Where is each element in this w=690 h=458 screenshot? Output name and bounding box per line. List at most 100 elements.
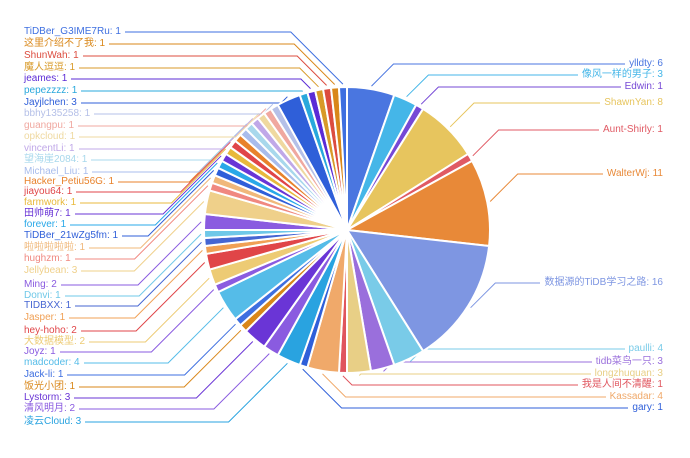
- label-line: [85, 362, 288, 423]
- label-line: [78, 108, 267, 127]
- pie-label: vincentLi: 1: [24, 143, 75, 154]
- pie-label: paulli: 4: [628, 343, 663, 354]
- pie-label: WalterWj: 11: [606, 168, 663, 179]
- pie-label: 这里介绍不了我: 1: [24, 38, 106, 49]
- label-line: [65, 233, 202, 297]
- label-line: [67, 323, 236, 376]
- label-line: [74, 341, 254, 399]
- label-line: [81, 96, 288, 104]
- label-line: [91, 123, 248, 161]
- pie-label: Joyz: 1: [24, 346, 56, 357]
- label-line: [470, 282, 540, 309]
- label-line: [89, 177, 211, 249]
- label-line: [79, 353, 270, 410]
- label-line: [342, 375, 578, 386]
- label-line: [61, 221, 202, 286]
- label-line: [383, 361, 592, 372]
- pie-label: guangpu: 1: [24, 120, 75, 131]
- pie-label: Ming: 2: [24, 279, 57, 290]
- label-line: [79, 67, 319, 88]
- label-line: [79, 112, 260, 138]
- pie-label: Michael_Liu: 1: [24, 166, 89, 177]
- pie-label: farmwork: 1: [24, 197, 77, 208]
- label-line: [125, 31, 344, 85]
- label-line: [302, 368, 628, 409]
- label-line: [79, 329, 242, 388]
- label-line: [122, 170, 215, 237]
- pie-label: hughzm: 1: [24, 253, 71, 264]
- pie-label: Lystorm: 3: [24, 392, 71, 403]
- label-line: [80, 148, 226, 204]
- pie-label: gary: 1: [632, 402, 663, 413]
- pie-label: 大数据模型: 2: [24, 336, 86, 347]
- pie-label: bbhy135258: 1: [24, 108, 91, 119]
- pie-label: TiDBer_G3IME7Ru: 1: [24, 26, 121, 37]
- label-line: [75, 185, 209, 260]
- pie-label: TIDBXX: 1: [24, 300, 72, 311]
- pie-label: ylldty: 6: [629, 58, 663, 69]
- pie-label: 魔人逗逗: 1: [24, 62, 76, 73]
- label-line: [371, 63, 625, 87]
- pie-label: 凌云Cloud: 3: [24, 416, 82, 427]
- pie-label: opkcloud: 1: [24, 131, 76, 142]
- pie-slice[interactable]: [346, 229, 491, 353]
- pie-label: forever: 1: [24, 219, 67, 230]
- pie-label: 我是人间不清醒: 1: [581, 379, 663, 390]
- label-line: [75, 155, 222, 215]
- label-line: [109, 43, 336, 85]
- pie-label: Kassadar: 4: [609, 391, 663, 402]
- pie-label: Jasper: 1: [24, 312, 66, 323]
- label-line: [70, 162, 218, 226]
- label-line: [322, 373, 606, 398]
- label-line: [420, 86, 621, 105]
- pie-slices-layer: [202, 85, 491, 375]
- pie-label: Donvi: 1: [24, 290, 61, 301]
- label-line: [409, 348, 625, 362]
- pie-label: jeames: 1: [24, 73, 68, 84]
- pie-label: 清风明月: 2: [24, 403, 76, 414]
- label-line: [472, 129, 599, 157]
- label-line: [89, 277, 210, 343]
- label-line: [489, 173, 603, 202]
- label-line: [84, 307, 224, 364]
- pie-label: madcoder: 4: [24, 357, 80, 368]
- pie-label: 像风一样的男子: 3: [581, 69, 663, 80]
- label-line: [76, 141, 231, 193]
- pie-slice[interactable]: [346, 159, 491, 248]
- pie-label: jiayou64: 1: [24, 186, 73, 197]
- pie-label: 啦啦啦啦啦: 1: [24, 242, 86, 253]
- label-line: [94, 103, 274, 115]
- pie-label: pepezzzz: 1: [24, 85, 78, 96]
- pie-label: 田帅萌7: 1: [24, 208, 71, 219]
- pie-label: tidb菜鸟一只: 3: [595, 356, 663, 367]
- label-line: [79, 118, 254, 150]
- label-line: [449, 102, 600, 128]
- label-lines-layer: [60, 31, 628, 423]
- pie-label: Jellybean: 3: [24, 265, 78, 276]
- label-line: [358, 373, 591, 376]
- pie-label: ShunWah: 1: [24, 50, 79, 61]
- label-line: [75, 241, 202, 307]
- pie-label: 饭光小团: 1: [24, 381, 76, 392]
- pie-label: 望海崖2084: 1: [24, 154, 88, 165]
- pie-label: TiDBer_21wZg5fm: 1: [24, 230, 119, 241]
- pie-label: Hacker_Petiu56G: 1: [24, 176, 115, 187]
- pie-label: Jayjlchen: 3: [24, 97, 77, 108]
- label-line: [69, 250, 203, 319]
- label-line: [81, 201, 205, 272]
- pie-label: Aunt-Shirly: 1: [602, 124, 663, 135]
- pie-label: Edwin: 1: [624, 81, 663, 92]
- label-line: [81, 262, 206, 332]
- pie-label: hey-hoho: 2: [24, 325, 77, 336]
- pie-label: Jack-li: 1: [24, 369, 64, 380]
- pie-label: 数据源的TiDB学习之路: 16: [544, 277, 663, 288]
- label-line: [83, 55, 327, 86]
- pie-label: ShawnYan: 8: [604, 97, 663, 108]
- pie-slice[interactable]: [337, 85, 348, 231]
- label-line: [60, 289, 215, 353]
- pie-label: longzhuquan: 3: [594, 368, 663, 379]
- label-line: [406, 74, 578, 98]
